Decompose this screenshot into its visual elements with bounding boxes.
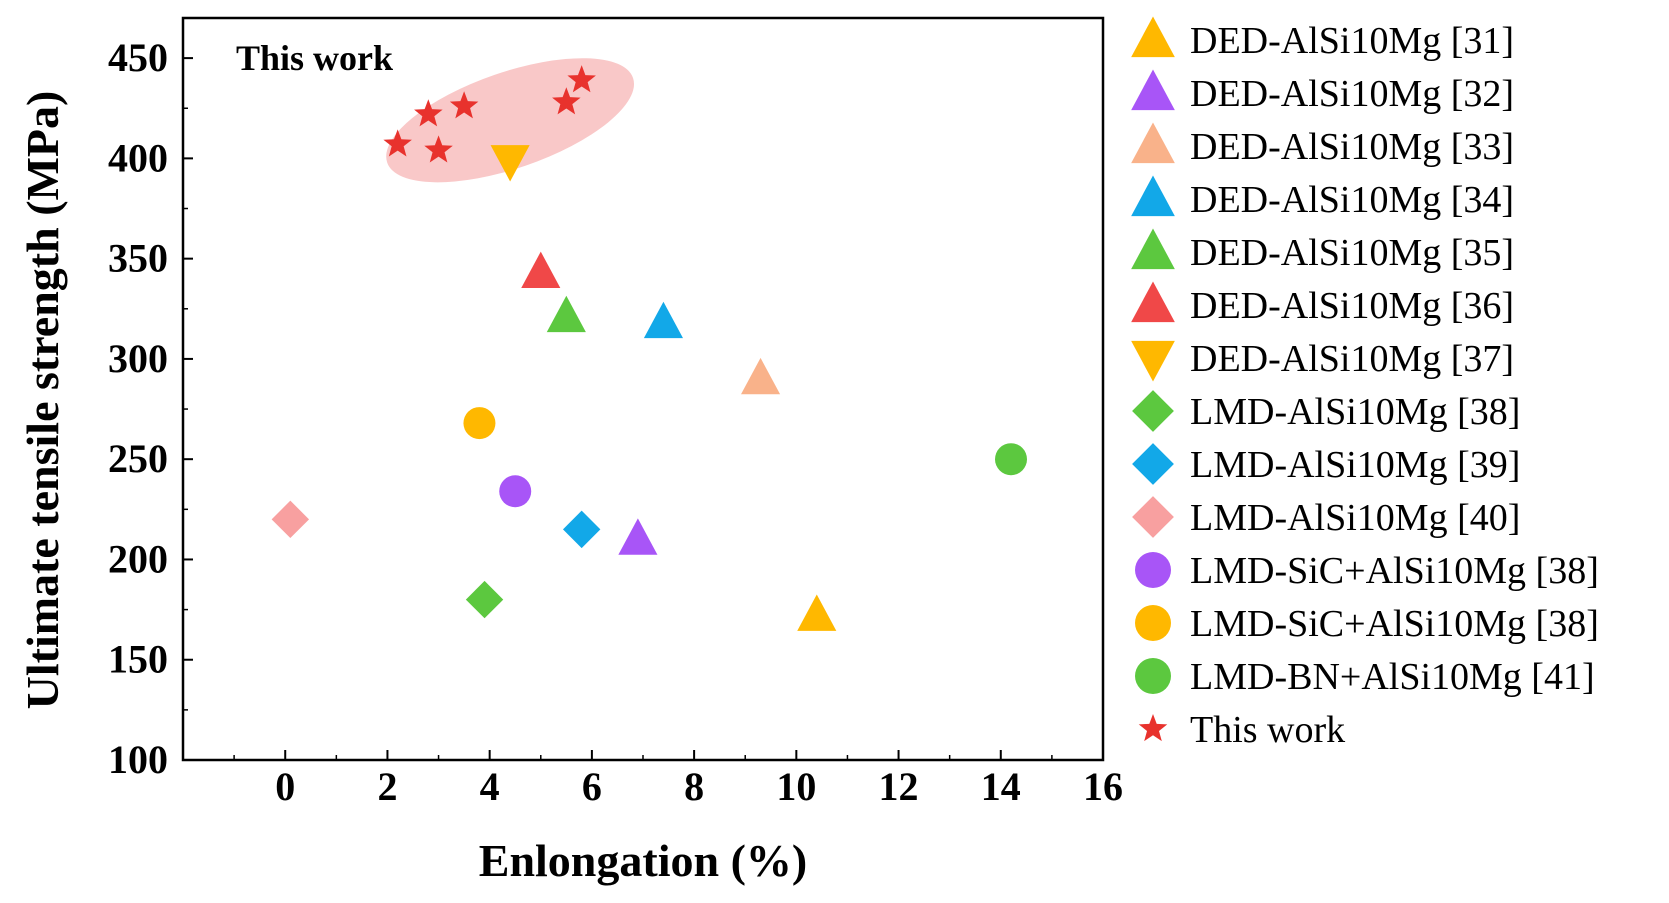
x-tick-label: 2 (377, 764, 397, 809)
axis-ticks: 0 2 4 6 8 10 12 14 16 100 150 200 250 300 350 400 450 (108, 35, 1123, 809)
legend-marker (1132, 390, 1174, 432)
y-tick-label: 200 (108, 536, 168, 581)
legend-label: DED-AlSi10Mg [35] (1190, 232, 1514, 274)
x-tick-label: 0 (275, 764, 295, 809)
legend-label: DED-AlSi10Mg [31] (1190, 20, 1514, 62)
legend-marker (1131, 16, 1175, 58)
legend-label: LMD-SiC+AlSi10Mg [38] (1190, 550, 1599, 592)
legend-marker (1135, 605, 1171, 641)
highlight-layer (386, 58, 635, 183)
plot-frame (181, 16, 1105, 762)
data-point (546, 295, 586, 333)
data-point (995, 443, 1027, 476)
x-tick-label: 12 (879, 764, 919, 809)
data-point (797, 594, 837, 631)
data-point (567, 65, 596, 93)
y-axis-title: Ultimate tensile strength (MPa) (17, 91, 68, 710)
legend-marker (1131, 281, 1175, 323)
data-point (499, 475, 532, 508)
data-points (271, 65, 1027, 631)
legend-marker (1131, 122, 1175, 164)
y-tick-label: 450 (108, 35, 168, 80)
data-point (271, 500, 310, 539)
legend-marker (1131, 69, 1175, 111)
data-point (562, 510, 601, 549)
x-tick-label: 4 (480, 764, 500, 809)
data-point (490, 145, 530, 182)
y-tick-label: 300 (108, 336, 168, 381)
data-point (465, 580, 504, 619)
data-point (521, 251, 561, 288)
legend-label: DED-AlSi10Mg [36] (1190, 285, 1514, 327)
y-tick-label: 400 (108, 135, 168, 180)
data-point (741, 357, 781, 395)
y-tick-label: 100 (108, 737, 168, 782)
y-tick-label: 250 (108, 436, 168, 481)
legend-label: LMD-AlSi10Mg [40] (1190, 497, 1520, 539)
legend-marker (1131, 175, 1175, 217)
legend-marker (1138, 714, 1168, 742)
y-tick-label: 150 (108, 637, 168, 682)
legend-label: DED-AlSi10Mg [34] (1190, 179, 1514, 221)
highlight-ellipse (386, 58, 635, 183)
legend-label: DED-AlSi10Mg [32] (1190, 73, 1514, 115)
legend-marker (1135, 552, 1171, 588)
data-point (463, 407, 496, 440)
legend-marker (1135, 658, 1171, 694)
annotation-label: This work (236, 38, 393, 78)
legend-label: LMD-SiC+AlSi10Mg [38] (1190, 603, 1599, 645)
data-point (449, 91, 479, 119)
y-tick-label: 350 (108, 236, 168, 281)
legend-marker (1131, 340, 1175, 382)
legend-label: LMD-AlSi10Mg [39] (1190, 444, 1520, 486)
data-point (414, 99, 443, 127)
data-point (424, 135, 453, 163)
legend-label: This work (1190, 709, 1345, 751)
x-tick-label: 6 (582, 764, 602, 809)
data-point (552, 87, 581, 115)
x-tick-label: 10 (776, 764, 816, 809)
legend-label: DED-AlSi10Mg [33] (1190, 126, 1514, 168)
legend-marker (1132, 443, 1174, 485)
legend-label: LMD-BN+AlSi10Mg [41] (1190, 656, 1595, 698)
x-axis-title: Enlongation (%) (479, 835, 807, 886)
x-tick-label: 16 (1083, 764, 1123, 809)
legend: DED-AlSi10Mg [31] DED-AlSi10Mg [32] DED-Al… (1131, 16, 1599, 751)
legend-label: DED-AlSi10Mg [37] (1190, 338, 1514, 380)
data-point (383, 129, 412, 157)
legend-marker (1131, 228, 1175, 270)
x-tick-label: 14 (981, 764, 1021, 809)
data-point (643, 301, 683, 339)
data-point (618, 518, 658, 555)
legend-marker (1132, 496, 1174, 538)
legend-label: LMD-AlSi10Mg [38] (1190, 391, 1520, 433)
x-tick-label: 8 (684, 764, 704, 809)
